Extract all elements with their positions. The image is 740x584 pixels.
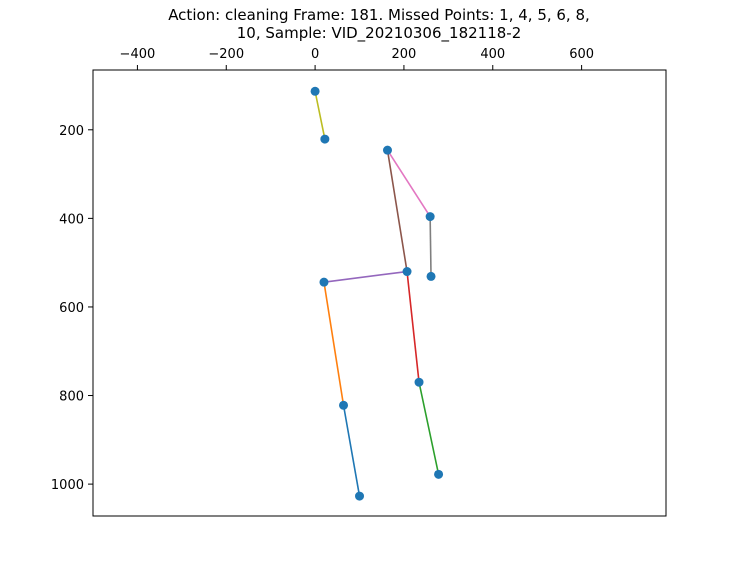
y-tick-label: 1000 — [51, 478, 84, 493]
keypoint-marker — [434, 469, 444, 479]
x-tick-label: 600 — [569, 47, 594, 62]
skeleton-segments — [314, 91, 440, 497]
x-tick-label: 400 — [480, 47, 505, 62]
skeleton-segment — [342, 405, 361, 497]
chart-title-line-2: 10, Sample: VID_20210306_182118-2 — [237, 24, 522, 43]
keypoint-marker — [382, 145, 392, 155]
skeleton-segment — [418, 382, 440, 475]
keypoint-marker — [310, 86, 320, 96]
skeleton-segment — [323, 270, 408, 283]
plot-area-frame — [92, 69, 667, 517]
x-tick-label: −200 — [208, 47, 244, 62]
x-tick-label: 0 — [311, 47, 319, 62]
keypoints — [310, 86, 444, 501]
keypoint-marker — [355, 491, 365, 501]
skeleton-segment — [429, 216, 432, 277]
skeleton-segment — [386, 150, 408, 272]
skeleton-segment — [314, 91, 326, 140]
keypoint-marker — [402, 267, 412, 277]
chart-title-line-1: Action: cleaning Frame: 181. Missed Poin… — [168, 6, 590, 24]
keypoint-marker — [414, 377, 424, 387]
axes: −400 −200 0 200 400 600 200 400 600 800 1000 — [51, 47, 594, 493]
skeleton-segment — [406, 271, 420, 383]
skeleton-segment — [386, 149, 431, 218]
keypoint-marker — [426, 271, 436, 281]
keypoint-marker — [339, 400, 349, 410]
y-tick-label: 200 — [59, 124, 84, 139]
x-tick-label: −400 — [120, 47, 156, 62]
skeleton-segment — [323, 282, 345, 406]
keypoint-marker — [425, 212, 435, 222]
y-tick-label: 800 — [59, 390, 84, 405]
y-tick-label: 600 — [59, 301, 84, 316]
keypoint-marker — [320, 134, 330, 144]
x-tick-label: 200 — [392, 47, 417, 62]
y-tick-label: 400 — [59, 212, 84, 227]
keypoint-marker — [319, 277, 329, 287]
